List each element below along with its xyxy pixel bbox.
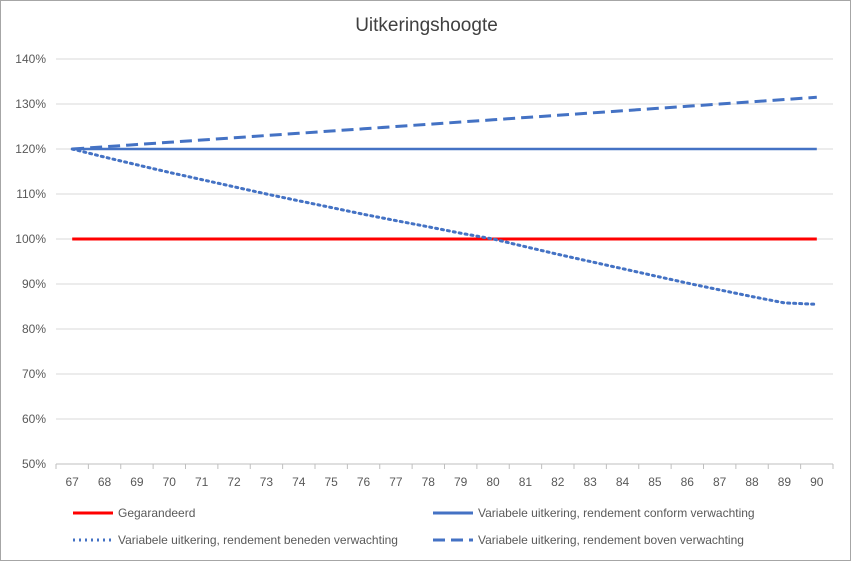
x-tick-label: 82 xyxy=(551,475,565,489)
y-tick-label: 90% xyxy=(22,277,46,291)
x-tick-label: 71 xyxy=(195,475,209,489)
x-tick-label: 90 xyxy=(810,475,824,489)
x-tick-label: 67 xyxy=(66,475,80,489)
x-tick-label: 81 xyxy=(519,475,533,489)
x-tick-label: 89 xyxy=(778,475,792,489)
x-tick-label: 79 xyxy=(454,475,468,489)
y-tick-label: 70% xyxy=(22,367,46,381)
series-line-variabele-uitkering-rendement-beneden-verwachting xyxy=(70,147,819,306)
x-tick-label: 84 xyxy=(616,475,630,489)
y-tick-label: 60% xyxy=(22,412,46,426)
legend-label: Variabele uitkering, rendement beneden v… xyxy=(118,533,398,547)
x-tick-label: 85 xyxy=(648,475,662,489)
x-tick-label: 73 xyxy=(260,475,274,489)
x-tick-label: 88 xyxy=(745,475,759,489)
y-tick-label: 100% xyxy=(15,232,46,246)
x-tick-label: 83 xyxy=(584,475,598,489)
x-tick-label: 70 xyxy=(163,475,177,489)
x-tick-label: 69 xyxy=(130,475,144,489)
x-tick-label: 75 xyxy=(325,475,339,489)
x-tick-label: 72 xyxy=(227,475,241,489)
y-tick-label: 50% xyxy=(22,457,46,471)
chart-title: Uitkeringshoogte xyxy=(355,15,498,36)
x-tick-label: 68 xyxy=(98,475,112,489)
x-tick-label: 78 xyxy=(422,475,436,489)
y-tick-label: 80% xyxy=(22,322,46,336)
y-tick-label: 110% xyxy=(16,187,46,201)
legend-label: Variabele uitkering, rendement conform v… xyxy=(478,506,755,520)
legend-label: Variabele uitkering, rendement boven ver… xyxy=(478,533,744,547)
y-tick-label: 120% xyxy=(15,142,46,156)
x-tick-label: 77 xyxy=(389,475,403,489)
x-tick-label: 76 xyxy=(357,475,371,489)
legend-label: Gegarandeerd xyxy=(118,506,195,520)
x-tick-label: 86 xyxy=(681,475,695,489)
series-line-variabele-uitkering-rendement-boven-verwachting xyxy=(72,95,817,151)
x-tick-label: 87 xyxy=(713,475,727,489)
x-tick-label: 80 xyxy=(486,475,500,489)
y-tick-label: 130% xyxy=(15,97,46,111)
y-tick-label: 140% xyxy=(15,52,46,66)
x-tick-label: 74 xyxy=(292,475,306,489)
